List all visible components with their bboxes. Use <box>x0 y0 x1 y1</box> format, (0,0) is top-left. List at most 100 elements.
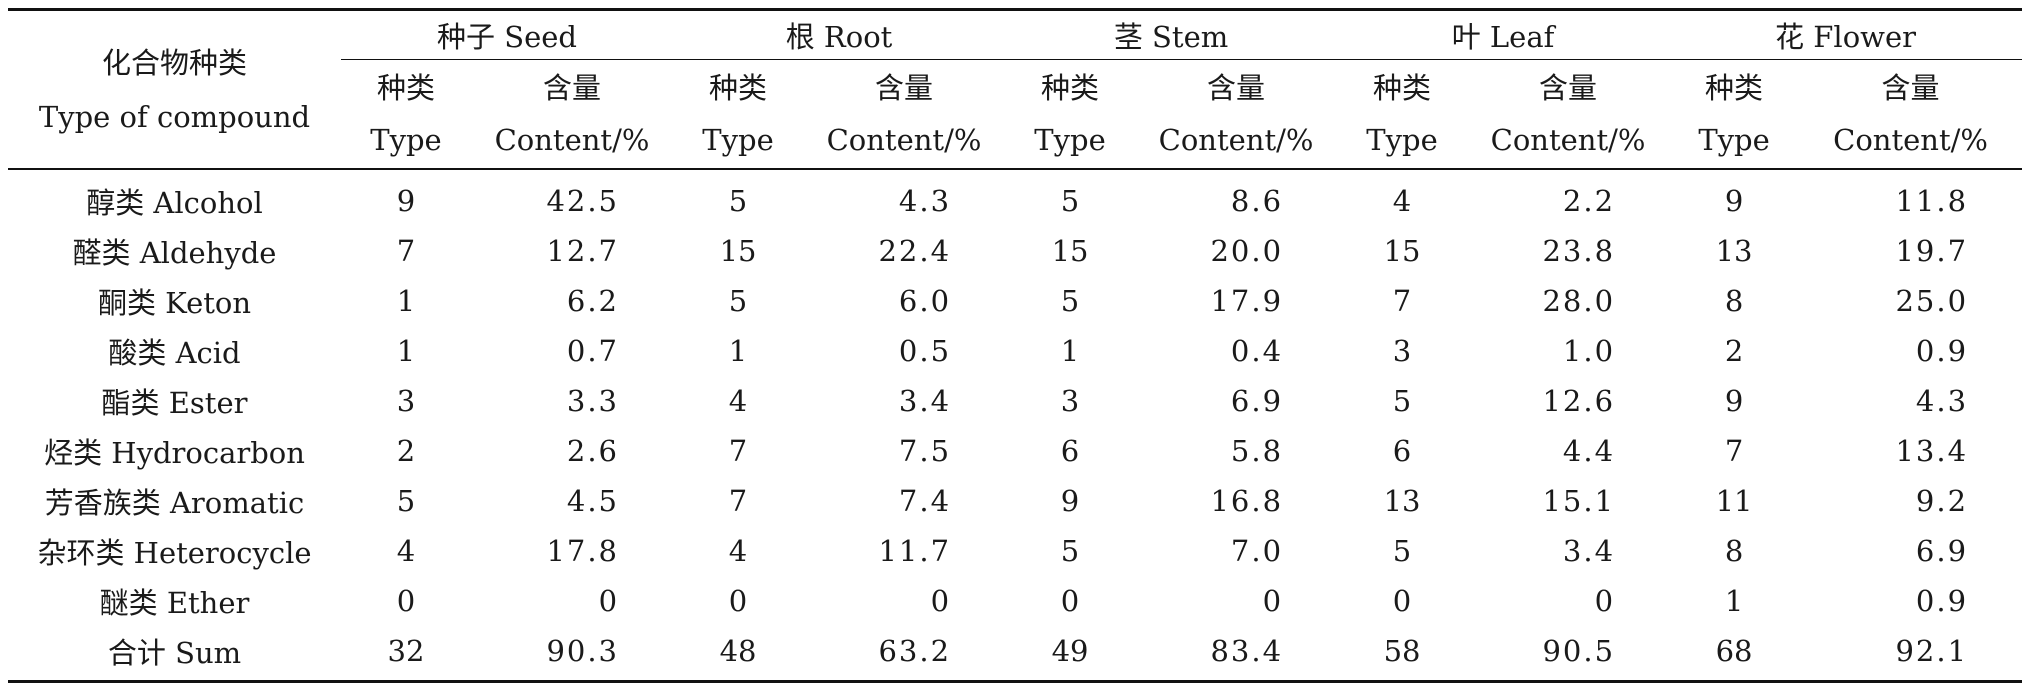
type-header-zh: 种类 <box>1373 71 1432 105</box>
stem-type-count-cell: 3 <box>1060 384 1080 418</box>
seed-content-percent-cell: 4.5 <box>566 484 620 518</box>
flower-content-percent-cell: 11.8 <box>1895 184 1969 218</box>
root-type-count-cell: 7 <box>728 434 748 468</box>
root-content-percent-cell: 7.5 <box>898 434 952 468</box>
type-header-en: Type <box>1366 123 1438 157</box>
compound-name-cell: 醚类 Ether <box>99 586 250 620</box>
stem-content-percent-cell: 83.4 <box>1210 634 1284 668</box>
seed-content-percent-cell: 42.5 <box>546 184 620 218</box>
table-row: 酯类 Ester 3 3.3 4 3.4 3 6.9 5 12.6 9 4.3 <box>8 376 2022 426</box>
seed-content-percent-cell: 12.7 <box>546 234 620 268</box>
seed-type-count-cell: 32 <box>387 634 425 668</box>
flower-content-percent-cell: 19.7 <box>1895 234 1969 268</box>
compound-name-cell: 合计 Sum <box>107 636 242 670</box>
stem-content-percent-cell: 17.9 <box>1210 284 1284 318</box>
stem-type-count-cell: 9 <box>1060 484 1080 518</box>
leaf-type-count-cell: 15 <box>1383 234 1421 268</box>
compound-type-header-zh: 化合物种类 <box>101 45 247 80</box>
root-content-percent-cell: 7.4 <box>898 484 952 518</box>
stem-content-percent-cell: 0.4 <box>1230 334 1284 368</box>
stem-type-count-cell: 1 <box>1060 334 1080 368</box>
seed-type-count-cell: 2 <box>396 434 416 468</box>
stem-type-count-cell: 49 <box>1051 634 1089 668</box>
compound-name-cell: 芳香族类 Aromatic <box>44 486 305 520</box>
root-type-count-cell: 1 <box>728 334 748 368</box>
group-header-flower: 花 Flower <box>1669 9 2023 60</box>
flower-type-count-cell: 8 <box>1724 534 1744 568</box>
compound-name-cell: 杂环类 Heterocycle <box>37 536 312 570</box>
root-content-percent-cell: 0 <box>930 584 952 618</box>
leaf-content-percent-cell: 15.1 <box>1542 484 1616 518</box>
stem-content-percent-cell: 0 <box>1262 584 1284 618</box>
leaf-content-percent-cell: 1.0 <box>1562 334 1616 368</box>
leaf-content-percent-cell: 4.4 <box>1562 434 1616 468</box>
root-content-percent-cell: 4.3 <box>898 184 952 218</box>
stem-content-percent-cell: 5.8 <box>1230 434 1284 468</box>
leaf-content-percent-cell: 12.6 <box>1542 384 1616 418</box>
leaf-content-percent-cell: 90.5 <box>1542 634 1616 668</box>
root-content-percent-cell: 11.7 <box>878 534 952 568</box>
stem-content-percent-cell: 8.6 <box>1230 184 1284 218</box>
type-header-en: Type <box>1034 123 1106 157</box>
stem-content-percent-cell: 20.0 <box>1210 234 1284 268</box>
table-row: 合计 Sum 32 90.3 48 63.2 49 83.4 58 90.5 68 92.1 <box>8 626 2023 682</box>
leaf-type-count-cell: 5 <box>1392 384 1412 418</box>
content-header-zh: 含量 <box>1539 71 1598 105</box>
leaf-type-count-cell: 0 <box>1392 584 1412 618</box>
table-row: 芳香族类 Aromatic 5 4.5 7 7.4 9 16.8 13 15.1 11 9.2 <box>8 476 2022 526</box>
content-header-zh: 含量 <box>543 71 602 105</box>
subheader-zh-row: 种类 含量 种类 含量 种类 含量 种类 含量 种类 含量 <box>8 60 2022 113</box>
leaf-type-count-cell: 6 <box>1392 434 1412 468</box>
root-content-percent-cell: 22.4 <box>878 234 952 268</box>
table-row: 醛类 Aldehyde 7 12.7 15 22.4 15 20.0 15 23.8 13 19.7 <box>8 226 2022 276</box>
type-header-en: Type <box>370 123 442 157</box>
stem-content-percent-cell: 16.8 <box>1210 484 1284 518</box>
flower-type-count-cell: 1 <box>1724 584 1744 618</box>
stem-type-count-cell: 0 <box>1060 584 1080 618</box>
compound-name-cell: 醇类 Alcohol <box>86 186 263 220</box>
stem-type-count-cell: 6 <box>1060 434 1080 468</box>
flower-content-percent-cell: 4.3 <box>1915 384 1969 418</box>
seed-content-percent-cell: 17.8 <box>546 534 620 568</box>
type-header-en: Type <box>702 123 774 157</box>
root-type-count-cell: 4 <box>728 384 748 418</box>
flower-content-percent-cell: 92.1 <box>1895 634 1969 668</box>
group-header-stem: 茎 Stem <box>1005 9 1338 60</box>
leaf-content-percent-cell: 23.8 <box>1542 234 1616 268</box>
root-type-count-cell: 7 <box>728 484 748 518</box>
leaf-type-count-cell: 58 <box>1383 634 1421 668</box>
seed-type-count-cell: 1 <box>396 334 416 368</box>
table-row: 烃类 Hydrocarbon 2 2.6 7 7.5 6 5.8 6 4.4 7 13.4 <box>8 426 2022 476</box>
flower-type-count-cell: 13 <box>1715 234 1753 268</box>
seed-type-count-cell: 1 <box>396 284 416 318</box>
subheader-en-row: Type Content/% Type Content/% Type Conte… <box>8 112 2023 169</box>
compound-name-cell: 酮类 Keton <box>97 286 252 320</box>
content-header-zh: 含量 <box>875 71 934 105</box>
seed-content-percent-cell: 2.6 <box>566 434 620 468</box>
root-content-percent-cell: 6.0 <box>898 284 952 318</box>
seed-type-count-cell: 4 <box>396 534 416 568</box>
seed-content-percent-cell: 3.3 <box>566 384 620 418</box>
table-row: 醚类 Ether 0 0 0 0 0 0 0 0 1 0.9 <box>8 576 2022 626</box>
flower-type-count-cell: 2 <box>1724 334 1744 368</box>
group-header-seed: 种子 Seed <box>341 9 674 60</box>
root-content-percent-cell: 3.4 <box>898 384 952 418</box>
leaf-type-count-cell: 3 <box>1392 334 1412 368</box>
root-content-percent-cell: 63.2 <box>878 634 952 668</box>
table-row: 醇类 Alcohol 9 42.5 5 4.3 5 8.6 4 2.2 9 11.8 <box>8 169 2022 226</box>
table-body: 醇类 Alcohol 9 42.5 5 4.3 5 8.6 4 2.2 9 11.8 醛类 Aldeh… <box>8 169 2023 682</box>
seed-content-percent-cell: 6.2 <box>566 284 620 318</box>
flower-content-percent-cell: 6.9 <box>1915 534 1969 568</box>
seed-type-count-cell: 3 <box>396 384 416 418</box>
compound-type-header-en: Type of compound <box>38 99 311 134</box>
table-row: 酸类 Acid 1 0.7 1 0.5 1 0.4 3 1.0 2 0.9 <box>8 326 2022 376</box>
compound-table: 化合物种类 Type of compound 种子 Seed 根 Root 茎 … <box>8 8 2023 683</box>
content-header-zh: 含量 <box>1881 71 1940 105</box>
seed-content-percent-cell: 90.3 <box>546 634 620 668</box>
stem-content-percent-cell: 6.9 <box>1230 384 1284 418</box>
flower-content-percent-cell: 25.0 <box>1895 284 1969 318</box>
flower-content-percent-cell: 0.9 <box>1915 584 1969 618</box>
seed-type-count-cell: 9 <box>396 184 416 218</box>
root-type-count-cell: 4 <box>728 534 748 568</box>
